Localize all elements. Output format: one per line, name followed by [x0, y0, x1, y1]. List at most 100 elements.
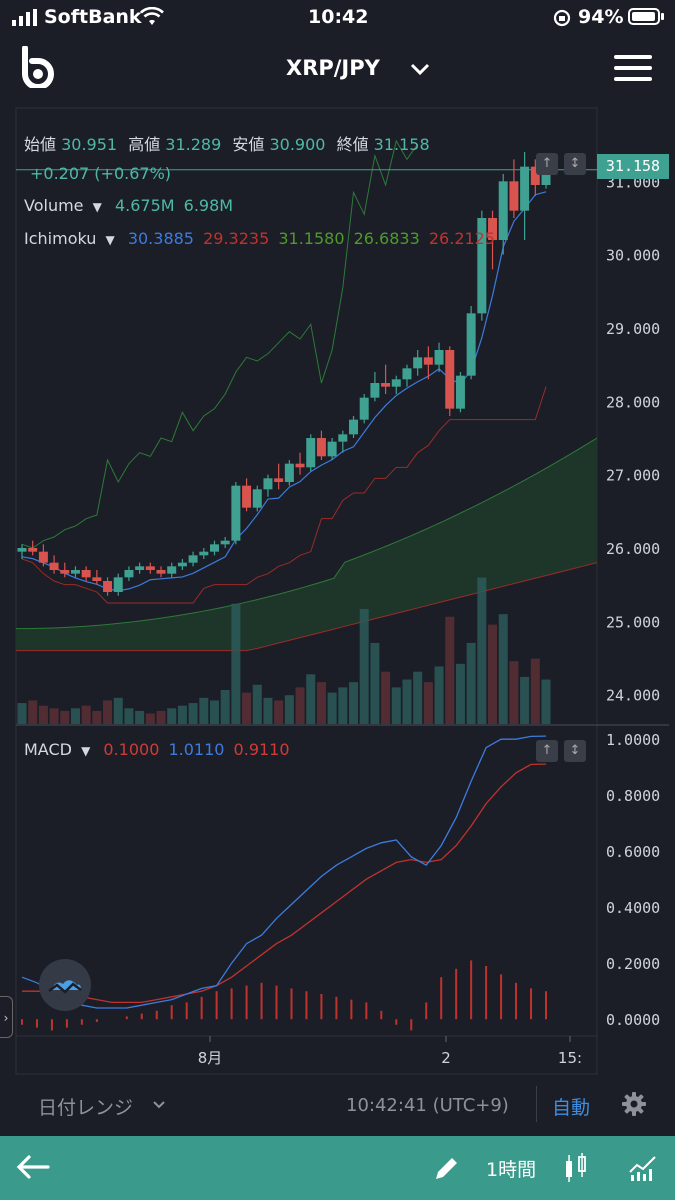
open-value: 30.951: [61, 135, 118, 154]
price-tick-label: 24.000: [606, 687, 660, 705]
date-range-selector[interactable]: 日付レンジ: [38, 1097, 134, 1119]
expand-pane-icon[interactable]: ↕: [564, 153, 586, 175]
volume-bar: [498, 614, 508, 724]
kijun-line: [21, 386, 547, 604]
candle-body: [445, 350, 455, 409]
macd-tick-label: 0.4000: [606, 899, 660, 917]
cloud-wave-icon: [48, 980, 82, 994]
hamburger-menu-icon[interactable]: [614, 54, 652, 82]
caret-down-icon[interactable]: ▼: [92, 200, 102, 214]
expand-pane-icon[interactable]: ↕: [564, 740, 586, 762]
volume-bar: [231, 603, 241, 724]
volume-bar: [520, 676, 530, 724]
volume-bar: [167, 708, 177, 724]
candlestick-icon[interactable]: [564, 1152, 588, 1184]
caret-down-icon[interactable]: ▼: [81, 744, 91, 758]
volume-bar: [509, 661, 519, 724]
volume-bar: [70, 708, 80, 724]
volume-bar: [488, 624, 498, 724]
volume-bar: [156, 710, 166, 724]
volume-bar: [391, 687, 401, 724]
open-label: 始値: [24, 135, 57, 154]
gear-icon[interactable]: [621, 1091, 647, 1117]
volume-label: Volume: [24, 196, 84, 215]
volume-bar: [92, 710, 102, 724]
back-arrow-icon[interactable]: [16, 1154, 50, 1180]
volume-bar: [423, 682, 433, 724]
indicators-icon[interactable]: [628, 1154, 658, 1182]
candle-body: [413, 357, 423, 369]
volume-bar: [145, 713, 155, 724]
macd-value: 1.0110: [168, 740, 225, 759]
volume-bar: [60, 710, 70, 724]
caret-down-icon[interactable]: ▼: [105, 233, 115, 247]
pencil-icon[interactable]: [432, 1153, 462, 1183]
candle-body: [327, 441, 337, 457]
candle-body: [92, 577, 102, 581]
candle-body: [220, 540, 230, 545]
volume-bar: [199, 697, 209, 724]
candle-body: [455, 375, 465, 409]
candle-body: [306, 438, 316, 468]
candle-body: [488, 218, 498, 240]
current-price-tag: 31.158: [597, 154, 669, 179]
volume-bar: [349, 682, 359, 724]
move-up-icon[interactable]: ↑: [536, 153, 558, 175]
volume-bar: [263, 697, 273, 724]
ichimoku-legend[interactable]: Ichimoku ▼ 30.3885 29.3235 31.1580 26.68…: [24, 229, 495, 248]
ichimoku-value: 31.1580: [278, 229, 345, 248]
app-header: XRP/JPY: [0, 36, 675, 100]
volume-bar: [124, 708, 134, 724]
candle-body: [145, 566, 155, 570]
macd-legend[interactable]: MACD ▼ 0.1000 1.0110 0.9110: [24, 740, 290, 759]
chevron-down-icon[interactable]: [152, 1100, 166, 1110]
signal-bars-icon: [12, 9, 37, 26]
pair-title[interactable]: XRP/JPY: [286, 56, 380, 80]
candle-body: [252, 489, 262, 508]
candle-body: [167, 566, 177, 574]
macd-value: 0.9110: [233, 740, 290, 759]
close-label: 終値: [336, 135, 369, 154]
time-tick-label: 15:: [558, 1049, 582, 1067]
candle-body: [381, 383, 391, 387]
volume-bar: [38, 705, 48, 724]
volume-value-1: 4.675M: [114, 196, 175, 215]
orientation-lock-icon: [553, 9, 571, 27]
chevron-down-icon[interactable]: [410, 62, 430, 76]
volume-bar: [455, 663, 465, 724]
price-tick-label: 26.000: [606, 540, 660, 558]
candle-body: [530, 166, 540, 185]
chikou-line: [21, 139, 419, 549]
volume-bar: [370, 642, 380, 724]
auto-scale-button[interactable]: 自動: [552, 1097, 591, 1119]
move-up-icon[interactable]: ↑: [536, 740, 558, 762]
b-logo-icon[interactable]: [20, 46, 56, 88]
chart-frame: [15, 107, 598, 1075]
side-expand-handle[interactable]: ›: [0, 996, 13, 1038]
floating-logo-button[interactable]: [39, 959, 91, 1011]
candle-body: [17, 548, 27, 552]
low-label: 安値: [232, 135, 265, 154]
ichimoku-value: 30.3885: [127, 229, 194, 248]
volume-bar: [434, 666, 444, 724]
candle-body: [209, 544, 219, 552]
price-tick-label: 27.000: [606, 467, 660, 485]
candle-body: [434, 350, 444, 365]
price-tick-label: 30.000: [606, 247, 660, 265]
candle-body: [263, 478, 273, 490]
macd-label: MACD: [24, 740, 72, 759]
interval-selector[interactable]: 1時間: [486, 1159, 537, 1181]
senkou-span-a: [15, 437, 598, 630]
volume-value-2: 6.98M: [183, 196, 234, 215]
volume-bar: [466, 642, 476, 724]
volume-bar: [530, 658, 540, 724]
bottom-toolbar: 1時間: [0, 1136, 675, 1200]
volume-legend[interactable]: Volume ▼ 4.675M 6.98M: [24, 196, 233, 215]
volume-bar: [252, 684, 262, 724]
volume-bar: [17, 703, 27, 724]
battery-percent: 94%: [578, 6, 624, 28]
high-value: 31.289: [165, 135, 222, 154]
volume-bar: [188, 703, 198, 724]
utc-clock[interactable]: 10:42:41 (UTC+9): [346, 1095, 509, 1116]
